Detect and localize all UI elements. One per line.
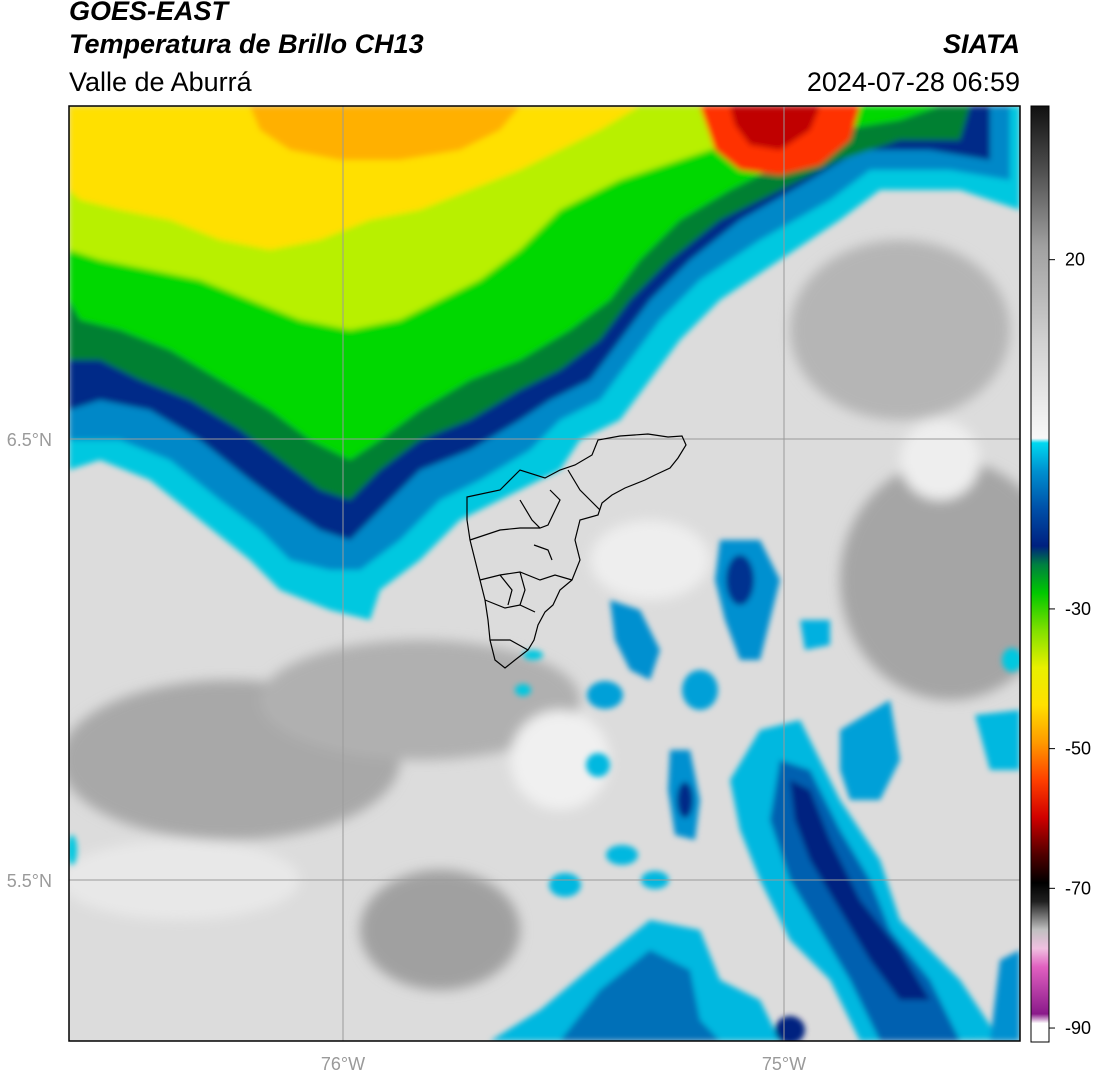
colorbar-tick-label: -30 — [1065, 599, 1091, 619]
lon-label-76w: 76°W — [321, 1054, 365, 1074]
municipal-boundaries — [466, 433, 687, 669]
colorbar-tick-label: 20 — [1065, 250, 1085, 270]
surface-texture — [69, 240, 1020, 990]
colorbar-gradient — [1030, 105, 1050, 1043]
lat-label-6-5n: 6.5°N — [7, 430, 52, 450]
satellite-title: GOES-EAST — [69, 0, 229, 26]
colorbar-tick-label: -50 — [1065, 739, 1091, 759]
colorbar-tick-label: -90 — [1065, 1018, 1091, 1038]
satellite-imagery — [69, 106, 1020, 1041]
map-frame — [68, 105, 1021, 1042]
product-title: Temperatura de Brillo CH13 — [69, 29, 424, 59]
north-cloud-mass — [69, 106, 1020, 620]
datetime-label: 2024-07-28 06:59 — [806, 67, 1020, 97]
lat-label-5-5n: 5.5°N — [7, 871, 52, 891]
region-subtitle: Valle de Aburrá — [69, 67, 252, 97]
colorbar-tick-label: -70 — [1065, 878, 1091, 898]
source-label: SIATA — [943, 29, 1020, 59]
map-gridlines — [69, 106, 1020, 1041]
colorbar: 20 -30 -50 -70 -90 — [1030, 105, 1091, 1043]
colorbar-ticks: 20 -30 -50 -70 -90 — [1049, 250, 1091, 1038]
lon-label-75w: 75°W — [762, 1054, 806, 1074]
